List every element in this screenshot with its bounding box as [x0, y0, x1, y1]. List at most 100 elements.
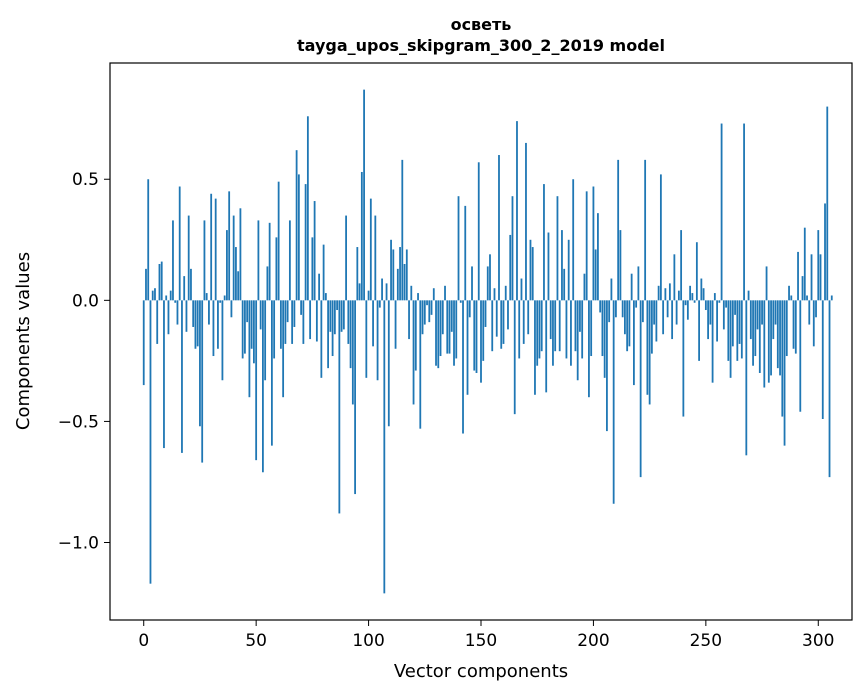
- bar: [556, 196, 559, 301]
- bar: [495, 300, 498, 337]
- bar: [327, 300, 329, 369]
- bar: [702, 288, 705, 301]
- bar: [239, 208, 242, 301]
- bar: [167, 300, 170, 335]
- bar: [792, 300, 795, 349]
- bar: [338, 300, 341, 514]
- bar: [286, 300, 289, 323]
- bar: [163, 300, 165, 449]
- y-tick-label: −0.5: [58, 412, 99, 432]
- bar: [513, 300, 516, 415]
- bar: [606, 300, 608, 432]
- bar: [306, 116, 309, 301]
- bar: [637, 266, 640, 301]
- bar: [448, 300, 451, 354]
- bar: [574, 300, 577, 352]
- bar: [711, 300, 714, 383]
- bar: [423, 300, 426, 325]
- bar: [774, 300, 777, 325]
- bar: [743, 123, 745, 301]
- bar: [646, 300, 649, 395]
- bar: [594, 249, 597, 301]
- bar: [790, 295, 793, 301]
- bar: [666, 300, 669, 318]
- bar: [536, 300, 539, 366]
- bar: [597, 213, 599, 301]
- bar: [731, 300, 734, 347]
- bar: [675, 300, 678, 325]
- bar: [570, 300, 572, 366]
- bar: [713, 293, 716, 301]
- bar: [626, 300, 629, 352]
- bar: [740, 300, 743, 359]
- bar: [558, 300, 561, 352]
- bar: [446, 300, 449, 354]
- bar: [482, 300, 485, 361]
- bar: [821, 300, 824, 419]
- bar: [210, 193, 213, 301]
- bar: [246, 300, 249, 323]
- bar: [507, 300, 509, 330]
- bar: [441, 300, 444, 335]
- bar: [190, 268, 192, 301]
- bar: [313, 201, 316, 301]
- bar: [581, 300, 584, 359]
- bar: [561, 230, 563, 301]
- bar: [408, 300, 410, 340]
- bar: [194, 300, 197, 349]
- bar: [201, 300, 204, 463]
- bar: [650, 300, 653, 354]
- bar: [219, 300, 222, 303]
- bar: [547, 232, 550, 301]
- bar: [529, 239, 532, 301]
- bar: [817, 230, 820, 301]
- bar: [457, 196, 460, 301]
- bar: [583, 273, 586, 301]
- bar: [399, 247, 401, 301]
- bar: [633, 300, 635, 386]
- bar: [671, 300, 674, 340]
- bar: [365, 300, 368, 378]
- bar: [192, 300, 195, 327]
- bar: [235, 247, 237, 301]
- bar: [360, 171, 363, 301]
- bar: [480, 300, 482, 383]
- bar: [531, 247, 534, 301]
- bar: [390, 239, 392, 301]
- bar: [349, 300, 352, 369]
- bar: [187, 215, 190, 301]
- bar: [812, 300, 815, 347]
- bar: [704, 300, 707, 311]
- bar: [160, 261, 163, 301]
- bar: [228, 191, 231, 301]
- bar: [412, 300, 415, 405]
- bar: [324, 293, 327, 301]
- bar: [610, 278, 613, 301]
- bar: [749, 300, 752, 340]
- bar: [262, 300, 264, 473]
- bar: [178, 186, 181, 301]
- bar: [608, 300, 611, 323]
- bar: [657, 285, 660, 301]
- bar: [673, 254, 676, 301]
- bar: [538, 300, 541, 359]
- plot-frame: [109, 62, 853, 621]
- bar: [439, 300, 442, 357]
- bar: [765, 266, 768, 301]
- bar: [522, 300, 525, 344]
- bar: [385, 283, 388, 301]
- bar: [756, 300, 759, 330]
- bar: [322, 244, 325, 301]
- x-tick-label: 50: [245, 631, 267, 651]
- bar: [707, 300, 709, 340]
- bar: [776, 300, 779, 369]
- bar: [253, 300, 255, 364]
- bar: [304, 184, 307, 301]
- bar: [641, 300, 644, 323]
- bar: [830, 295, 833, 301]
- bar: [585, 191, 588, 301]
- bar: [430, 300, 433, 315]
- bar: [378, 300, 381, 308]
- bar: [734, 300, 736, 315]
